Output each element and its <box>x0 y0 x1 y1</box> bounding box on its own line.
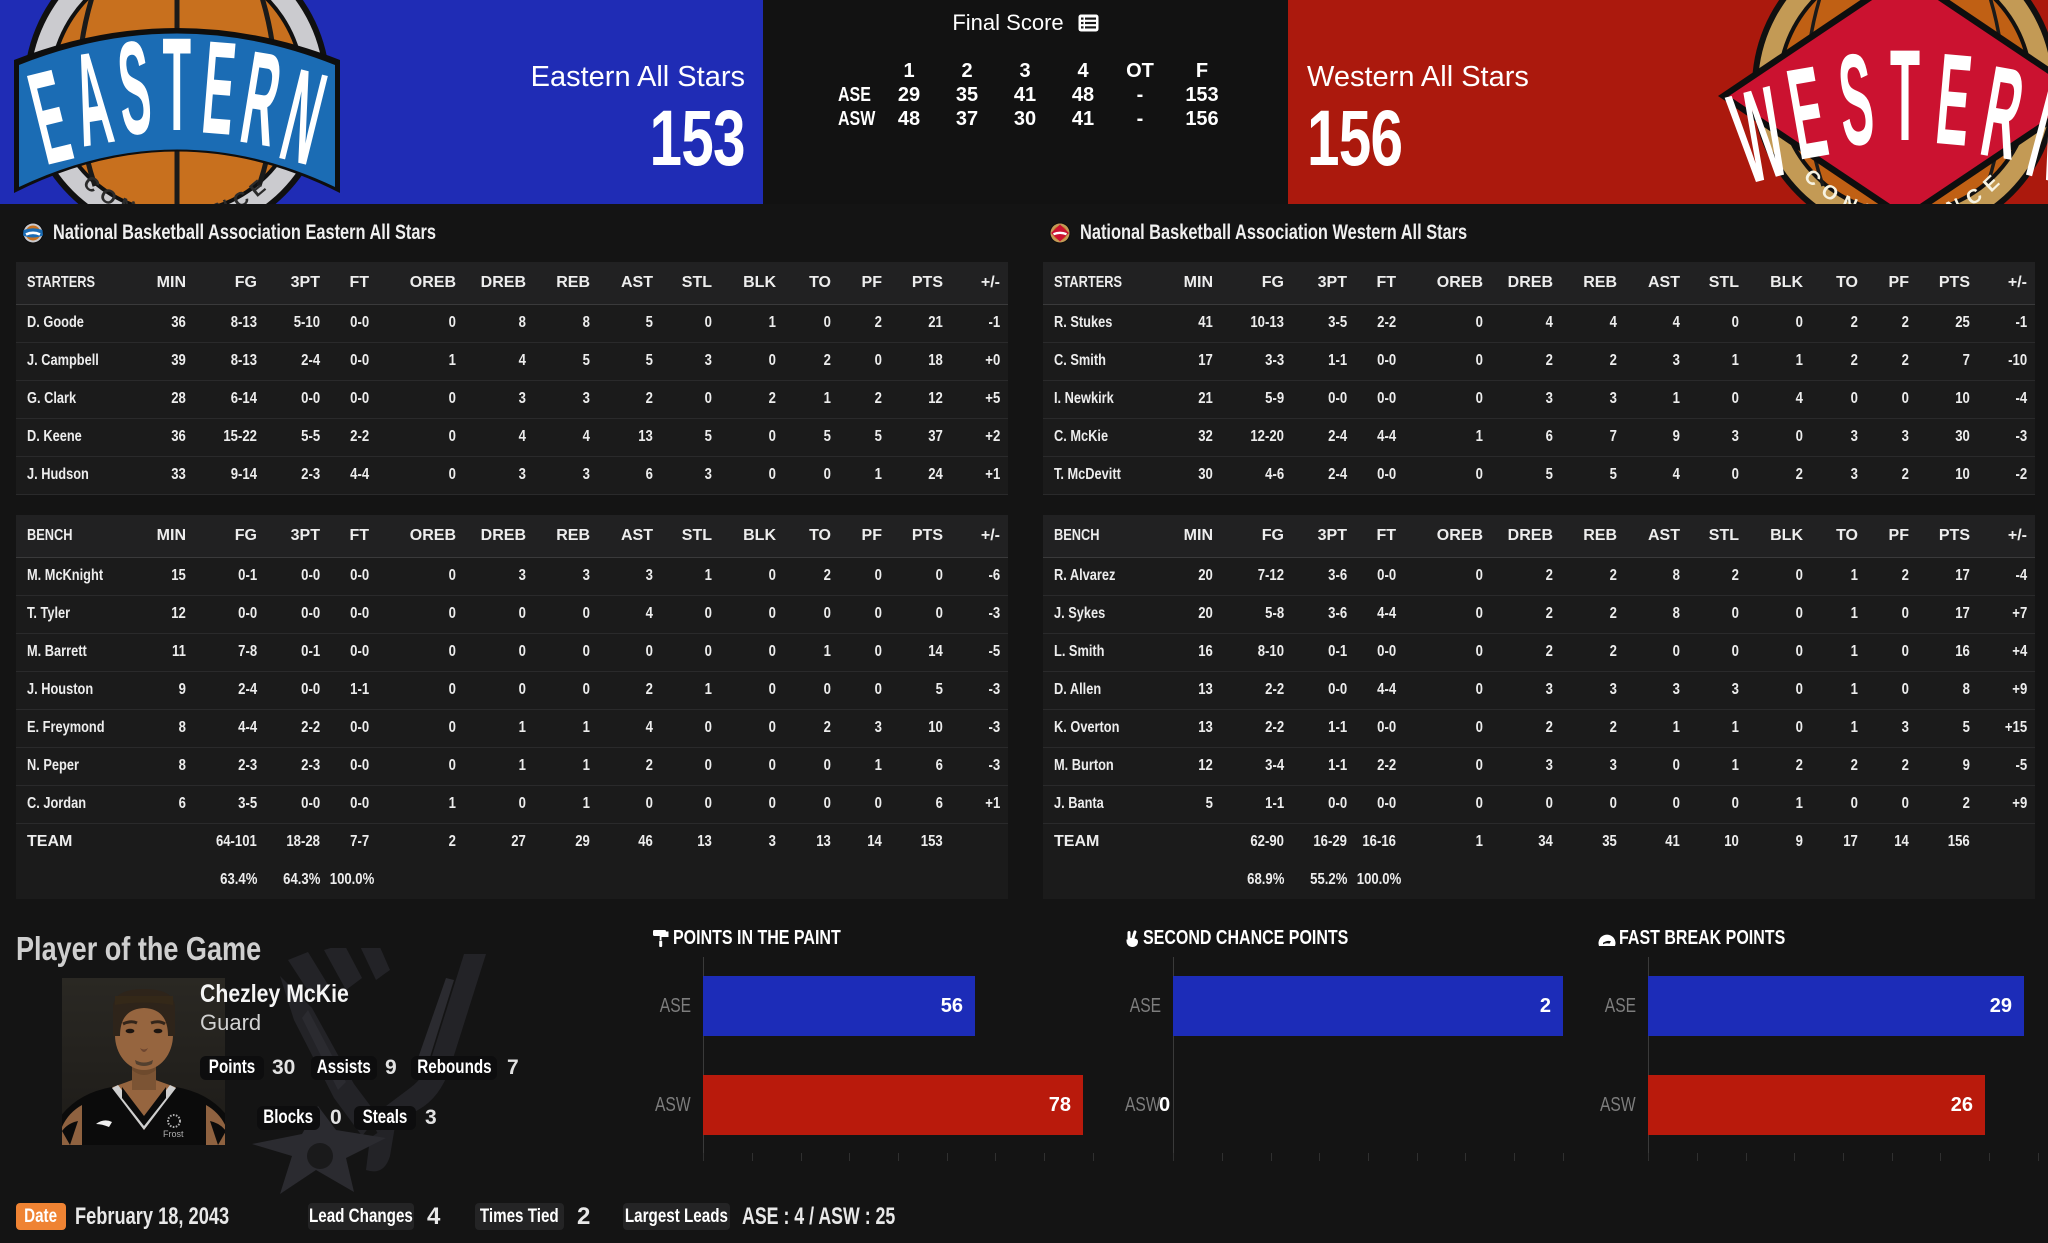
svg-text:Frost: Frost <box>163 1129 184 1139</box>
svg-text:T: T <box>163 11 192 159</box>
svg-text:T: T <box>1890 22 1920 167</box>
